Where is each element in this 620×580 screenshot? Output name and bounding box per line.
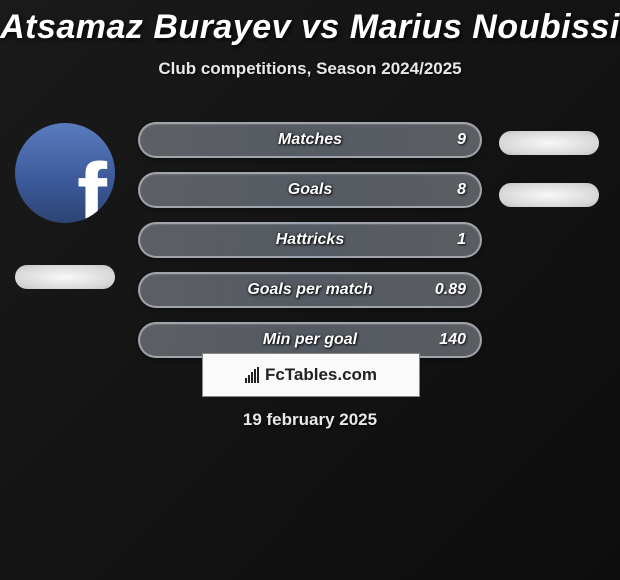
- stat-row-gpm: Goals per match 0.89: [138, 272, 482, 308]
- stat-value: 0.89: [435, 281, 466, 299]
- page-title: Atsamaz Burayev vs Marius Noubissi: [0, 0, 620, 47]
- player-left-block: f: [10, 123, 120, 289]
- stat-label: Matches: [278, 131, 342, 149]
- infographic-container: Atsamaz Burayev vs Marius Noubissi Club …: [0, 0, 620, 580]
- logo-text: FcTables.com: [265, 365, 377, 385]
- facebook-icon: f: [77, 151, 107, 223]
- stat-row-goals: Goals 8: [138, 172, 482, 208]
- stat-label: Hattricks: [276, 231, 344, 249]
- stat-row-matches: Matches 9: [138, 122, 482, 158]
- stat-row-hattricks: Hattricks 1: [138, 222, 482, 258]
- stat-value: 9: [457, 131, 466, 149]
- player-right-name-pill-1: [499, 131, 599, 155]
- player-right-block: [494, 123, 604, 207]
- stats-list: Matches 9 Goals 8 Hattricks 1 Goals per …: [138, 122, 482, 358]
- barchart-icon: [245, 367, 259, 383]
- stat-label: Min per goal: [263, 331, 357, 349]
- date-label: 19 february 2025: [0, 410, 620, 430]
- subtitle: Club competitions, Season 2024/2025: [0, 59, 620, 79]
- stat-label: Goals: [288, 181, 332, 199]
- player-left-avatar: f: [15, 123, 115, 223]
- stat-value: 140: [439, 331, 466, 349]
- stat-value: 8: [457, 181, 466, 199]
- logo-box: FcTables.com: [202, 353, 420, 397]
- player-right-name-pill-2: [499, 183, 599, 207]
- stat-value: 1: [457, 231, 466, 249]
- stat-label: Goals per match: [247, 281, 372, 299]
- player-left-name-pill: [15, 265, 115, 289]
